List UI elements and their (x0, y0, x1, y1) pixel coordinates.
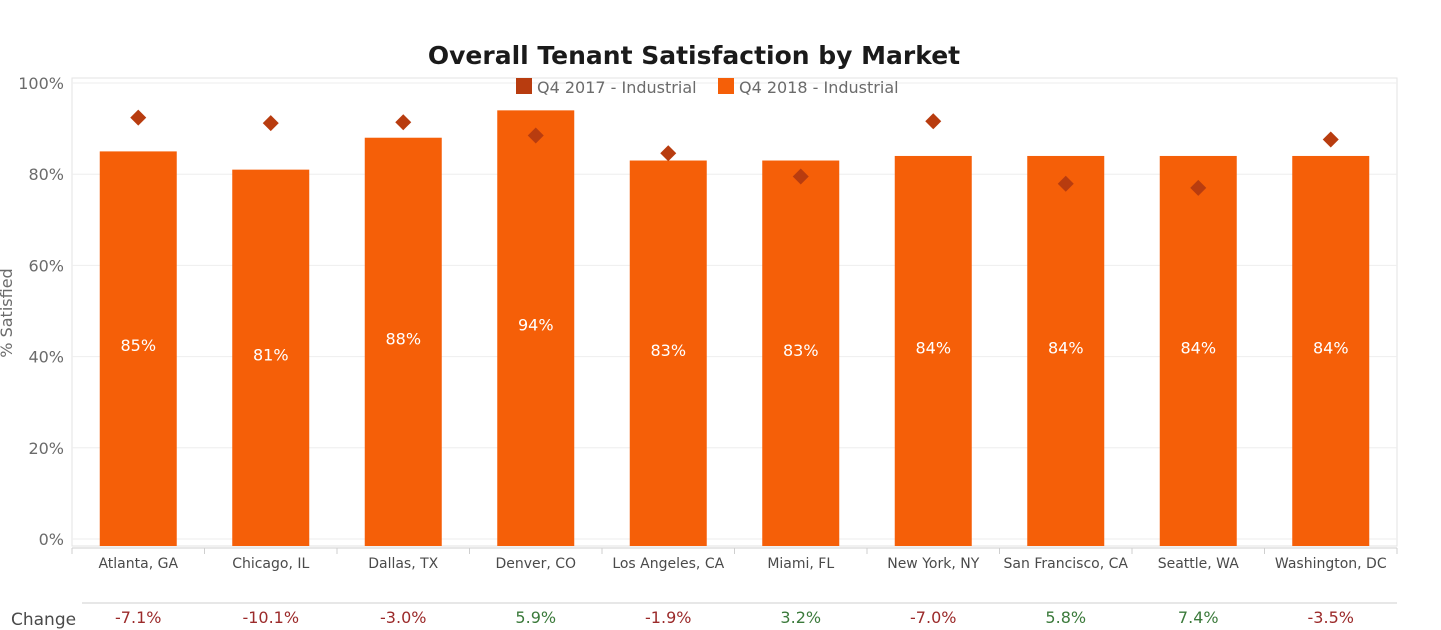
bar (99, 151, 177, 546)
point-marker (1322, 131, 1339, 148)
change-value: -3.0% (380, 608, 426, 627)
change-value: -7.0% (910, 608, 956, 627)
change-value: -7.1% (115, 608, 161, 627)
x-tick-label: Miami, FL (767, 556, 834, 572)
legend: Q4 2017 - Industrial Q4 2018 - Industrial (516, 78, 899, 97)
axes: 0% 20% 40% 60% 80% 100% Atlanta, GA Chicago, IL… (18, 74, 1398, 572)
x-tick-label: New York, NY (887, 556, 979, 572)
x-tick-label: Washington, DC (1275, 556, 1387, 572)
point-marker (262, 115, 279, 132)
plot-frame (71, 77, 1398, 547)
point-marker (527, 127, 544, 144)
bar (1027, 155, 1105, 546)
legend-label: Q4 2017 - Industrial (537, 78, 697, 97)
x-tick-label: Denver, CO (495, 556, 576, 572)
bar (894, 155, 972, 546)
point-marker (660, 145, 677, 162)
bar-value-label: 88% (385, 329, 421, 348)
bar (497, 110, 575, 547)
y-tick-label: 80% (28, 165, 64, 184)
y-tick-label: 20% (28, 439, 64, 458)
bar-value-label: 84% (1180, 338, 1216, 357)
y-tick-label: 100% (18, 74, 64, 93)
bar (1292, 155, 1370, 546)
legend-swatch (516, 78, 532, 94)
x-tick-label: San Francisco, CA (1004, 556, 1129, 572)
bar-value-label: 83% (650, 341, 686, 360)
bar-value-label: 85% (120, 336, 156, 355)
markers-2017 (130, 109, 1339, 196)
chart-title: Overall Tenant Satisfaction by Market (428, 41, 960, 70)
bar-value-label: 94% (518, 316, 554, 335)
bar-value-label: 84% (915, 338, 951, 357)
change-value: -10.1% (242, 608, 299, 627)
legend-swatch (718, 78, 734, 94)
change-value: 3.2% (780, 608, 821, 627)
bar-value-label: 83% (783, 341, 819, 360)
change-row: Change -7.1% -10.1% -3.0% 5.9% -1.9% 3.2% -7.0%… (11, 602, 1397, 630)
x-tick-label: Seattle, WA (1158, 556, 1240, 572)
y-tick-label: 40% (28, 348, 64, 367)
change-value: -3.5% (1308, 608, 1354, 627)
change-value: -1.9% (645, 608, 691, 627)
y-axis-label: % Satisfied (0, 268, 16, 357)
x-tick-label: Chicago, IL (232, 556, 309, 572)
bar (629, 160, 707, 546)
point-marker (1190, 179, 1207, 196)
x-tick-label: Los Angeles, CA (612, 556, 724, 572)
bar (1159, 155, 1237, 546)
bar-value-label: 84% (1048, 338, 1084, 357)
change-row-label: Change (11, 610, 76, 630)
bars: 85% 81% 88% 94% 83% 83% 84% 84% 84% 84% (99, 110, 1370, 547)
point-marker (1057, 175, 1074, 192)
x-tick-label: Atlanta, GA (98, 556, 178, 572)
bar-value-label: 81% (253, 345, 289, 364)
change-value: 5.8% (1045, 608, 1086, 627)
y-tick-label: 0% (39, 530, 64, 549)
change-value: 5.9% (515, 608, 556, 627)
point-marker (130, 109, 147, 126)
point-marker (792, 168, 809, 185)
legend-label: Q4 2018 - Industrial (739, 78, 899, 97)
y-tick-label: 60% (28, 256, 64, 275)
bar (762, 160, 840, 546)
change-value: 7.4% (1178, 608, 1219, 627)
point-marker (925, 113, 942, 130)
bar (364, 137, 442, 546)
bar-value-label: 84% (1313, 338, 1349, 357)
bar (232, 169, 310, 546)
x-tick-label: Dallas, TX (368, 556, 438, 572)
point-marker (395, 114, 412, 131)
